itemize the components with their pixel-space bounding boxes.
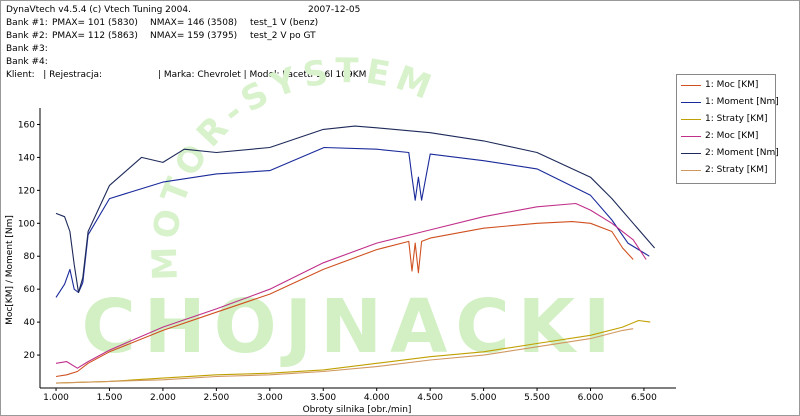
bank4-label: Bank #4: [6,57,48,67]
legend-entry: 2: Moc [KM] [681,130,775,144]
legend-entry: 2: Moment [Nm] [681,147,779,161]
x-tick-label: 5.000 [471,393,497,403]
series-line-5 [55,125,656,294]
car-info-line: | Marka: Chevrolet | Model: Lacetti 1.6l… [158,70,367,80]
series-line-6 [55,328,634,384]
legend-swatch [681,153,701,154]
watermark-main-text: CHOJNACKI [81,284,618,370]
legend-label: 2: Moc [KM] [705,131,759,141]
x-tick-label: 6.500 [631,393,657,403]
legend-entry: 1: Moment [Nm] [681,96,779,110]
tick-labels: 1.000 1.500 2.000 2.500 3.000 3.500 4.000 4.500… [18,120,657,403]
bank1-pmax: PMAX= 101 (5830) [52,18,138,28]
bank1-test: test_1 V (benz) [250,18,319,28]
test-date: 2007-12-05 [308,5,361,15]
x-tick-label: 2.000 [150,393,176,403]
legend-swatch [681,136,701,137]
bank1-nmax: NMAX= 146 (3508) [150,18,238,28]
x-axis-label: Obroty silnika [obr./min] [303,405,412,415]
client-line: Klient: | Rejestracja: [6,70,103,80]
legend-swatch [681,170,701,171]
bank2-pmax: PMAX= 112 (5863) [52,31,138,41]
legend-label: 2: Moment [Nm] [705,148,779,158]
series-lines [55,125,656,384]
x-tick-label: 5.500 [524,393,550,403]
legend-label: 1: Moment [Nm] [705,97,779,107]
legend-swatch [681,119,701,120]
bank1-label: Bank #1: [6,18,48,28]
x-tick-label: 1.000 [43,393,69,403]
x-tick-label: 2.500 [203,393,229,403]
legend-label: 1: Moc [KM] [705,80,759,90]
y-tick-label: 20 [24,351,36,361]
series-line-4 [55,202,647,369]
watermark-arc-text: MOTOR-SYSTEM [145,51,436,281]
y-tick-label: 80 [24,252,36,262]
y-tick-label: 40 [24,318,36,328]
x-tick-label: 3.500 [310,393,336,403]
legend-entry: 1: Moc [KM] [681,79,775,93]
bank2-label: Bank #2: [6,31,48,41]
bank2-test: test_2 V po GT [250,31,316,41]
x-tick-label: 4.500 [417,393,443,403]
axes [39,108,676,389]
x-tick-label: 1.500 [97,393,123,403]
legend-entry: 2: Straty [KM] [681,164,775,178]
watermark: MOTOR-SYSTEM CHOJNACKI [81,51,618,370]
y-tick-label: 160 [18,120,35,130]
legend: 1: Moc [KM] 1: Moment [Nm] 1: Straty [KM] 2… [676,74,779,184]
legend-swatch [681,102,701,103]
legend-swatch [681,85,701,86]
y-tick-label: 100 [18,219,35,229]
svg-text:MOTOR-SYSTEM: MOTOR-SYSTEM [145,51,442,281]
x-tick-label: 3.000 [257,393,283,403]
x-tick-label: 4.000 [364,393,390,403]
y-tick-label: 140 [18,153,35,163]
y-tick-label: 120 [18,186,35,196]
y-tick-label: 60 [24,285,36,295]
legend-label: 1: Straty [KM] [705,114,768,124]
bank3-label: Bank #3: [6,44,48,54]
series-line-1 [55,221,634,378]
legend-entry: 1: Straty [KM] [681,113,775,127]
bank2-nmax: NMAX= 159 (3795) [150,31,238,41]
y-axis-label: Moc[KM] / Moment [Nm] [5,215,15,325]
x-tick-label: 6.000 [578,393,604,403]
app-title-line: DynaVtech v4.5.4 (c) Vtech Tuning 2004. [6,5,191,15]
legend-label: 2: Straty [KM] [705,165,768,175]
series-line-3 [55,319,651,384]
